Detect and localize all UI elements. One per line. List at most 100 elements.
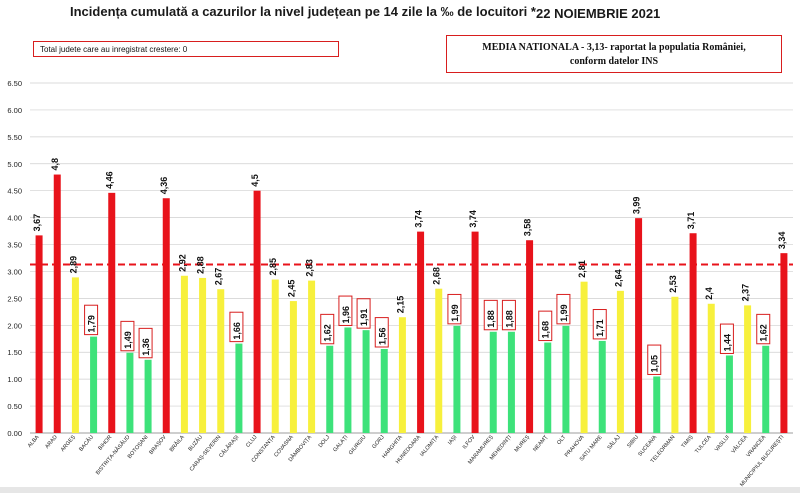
value-label: 1,88: [486, 310, 496, 328]
value-label-box: [719, 323, 734, 354]
value-label: 1,68: [541, 321, 551, 339]
bar: [707, 303, 715, 433]
bar: [180, 275, 188, 433]
bar: [326, 345, 334, 433]
x-tick-label: ILFOV: [462, 434, 477, 450]
value-label: 1,36: [141, 338, 151, 356]
x-tick-label: NEAMȚ: [532, 434, 549, 453]
value-label: 1,71: [595, 319, 605, 337]
y-tick-label: 3.50: [7, 241, 22, 250]
value-label: 1,62: [759, 324, 769, 342]
value-label: 1,56: [377, 327, 387, 345]
value-label: 3,34: [777, 232, 787, 250]
bar: [689, 233, 697, 433]
x-tick-label: IALOMIȚA: [419, 434, 440, 458]
value-label: 2,83: [305, 259, 315, 277]
value-label: 1,49: [123, 331, 133, 349]
bar: [780, 253, 788, 433]
national-average-box: MEDIA NATIONALA - 3,13- raportat la popu…: [446, 35, 782, 73]
bar: [53, 174, 61, 434]
value-label-box: [447, 293, 462, 325]
value-label: 3,74: [468, 210, 478, 228]
value-label: 3,71: [686, 212, 696, 230]
value-label: 4,8: [50, 158, 60, 171]
y-tick-label: 4.50: [7, 187, 22, 196]
value-label: 1,99: [559, 304, 569, 322]
bar: [126, 352, 134, 433]
bar: [562, 325, 570, 433]
x-tick-label: ARGEȘ: [60, 434, 77, 453]
value-label-box: [84, 304, 99, 336]
x-tick-label: VÂLCEA: [730, 434, 750, 455]
bar: [235, 343, 243, 433]
bar: [199, 277, 207, 433]
x-tick-label: DOLJ: [318, 434, 332, 449]
x-tick-label: BUZĂU: [187, 434, 204, 453]
x-tick-label: BIHOR: [97, 434, 113, 451]
x-tick-label: SĂLAJ: [606, 434, 622, 452]
value-label: 2,15: [395, 296, 405, 314]
value-label: 2,81: [577, 260, 587, 278]
scrollbar-strip: [0, 487, 800, 493]
bar: [108, 192, 116, 433]
bar: [435, 288, 443, 433]
value-label: 3,74: [414, 210, 424, 228]
bar: [544, 342, 552, 433]
value-label: 1,99: [450, 304, 460, 322]
x-tick-label: TULCEA: [694, 434, 713, 455]
value-label: 2,89: [68, 256, 78, 274]
value-label-box: [120, 320, 135, 352]
bar: [744, 305, 752, 433]
x-tick-label: CLUJ: [245, 434, 259, 449]
growth-info-box: Total judete care au inregistrat crester…: [33, 41, 339, 57]
bar: [144, 359, 152, 433]
value-label: 1,44: [722, 334, 732, 352]
value-label-box: [592, 309, 607, 340]
y-tick-label: 0.50: [7, 402, 22, 411]
x-tick-label: GORJ: [371, 434, 386, 450]
x-tick-label: BACĂU: [78, 434, 96, 453]
value-label: 2,53: [668, 275, 678, 293]
bar: [598, 340, 606, 433]
y-tick-label: 6.50: [7, 79, 22, 88]
value-label: 2,37: [741, 284, 751, 302]
x-tick-label: ALBA: [27, 434, 41, 449]
y-tick-label: 2.50: [7, 294, 22, 303]
bar: [35, 235, 43, 433]
y-tick-label: 5.50: [7, 133, 22, 142]
value-label-box: [338, 295, 353, 326]
y-tick-label: 6.00: [7, 106, 22, 115]
value-label: 3,99: [632, 197, 642, 215]
x-tick-label: MUREȘ: [514, 434, 532, 453]
bar: [762, 345, 770, 433]
value-label: 1,05: [650, 355, 660, 373]
value-label: 4,5: [250, 174, 260, 187]
bar: [362, 330, 370, 433]
value-label: 1,66: [232, 322, 242, 340]
bar: [489, 331, 497, 433]
x-tick-label: BRAȘOV: [148, 434, 168, 456]
value-label: 2,4: [704, 287, 714, 300]
value-label: 3,67: [32, 214, 42, 232]
bar: [471, 231, 479, 433]
value-label-box: [501, 299, 516, 331]
x-tick-label: VASLUI: [714, 434, 731, 453]
value-label-box: [483, 299, 498, 331]
bar: [398, 317, 406, 433]
bar: [671, 296, 679, 433]
value-label: 2,67: [214, 268, 224, 286]
bar: [725, 355, 733, 433]
bar: [271, 279, 279, 433]
value-label-box: [320, 313, 335, 345]
value-label: 2,85: [268, 258, 278, 276]
y-tick-label: 4.00: [7, 214, 22, 223]
x-tick-label: OLT: [556, 434, 568, 446]
bar: [71, 277, 79, 433]
x-tick-label: ARAD: [44, 434, 58, 450]
bar: [526, 240, 534, 433]
value-label-box: [356, 298, 371, 329]
national-average-line2: conform datelor INS: [569, 56, 659, 67]
bar: [380, 349, 388, 433]
x-tick-label: SIBIU: [626, 434, 640, 449]
